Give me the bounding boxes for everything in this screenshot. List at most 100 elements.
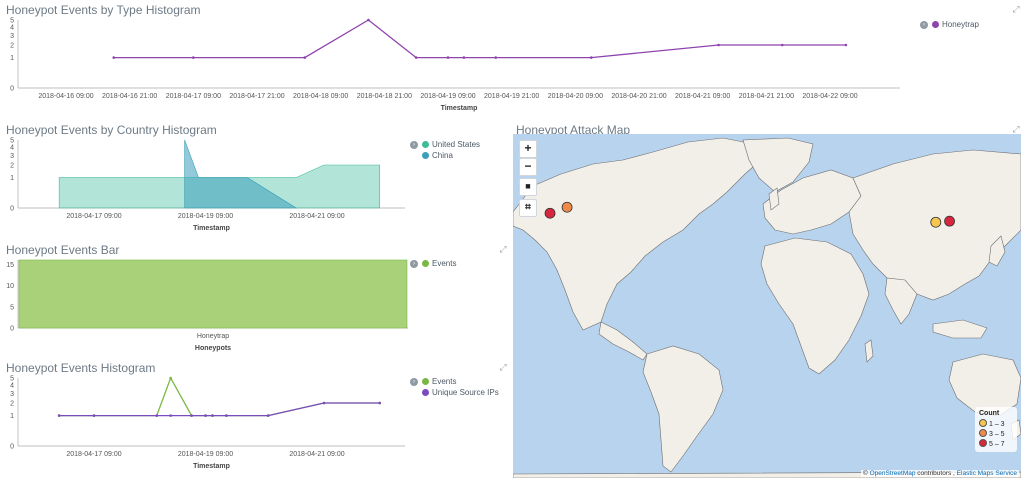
x-axis-title: Timestamp	[193, 225, 230, 232]
japan-shape	[988, 235, 1006, 267]
y-tick-label: 0	[10, 86, 14, 93]
legend-label: Unique Source IPs	[432, 388, 499, 397]
panel-title: Honeypot Events Histogram	[6, 361, 156, 375]
data-point	[155, 414, 159, 417]
map-legend-title: Count	[979, 410, 1000, 417]
y-tick-label: 3	[10, 153, 14, 160]
map-attribution: © OpenStreetMap contributors , Elastic M…	[860, 470, 1019, 477]
africa-shape	[760, 237, 870, 375]
expand-icon[interactable]: ⤢	[499, 244, 507, 254]
data-point	[780, 43, 784, 47]
y-tick-label: 5	[10, 304, 14, 311]
x-tick-label: 2018-04-20 21:00	[611, 93, 666, 100]
y-tick-label: 5	[10, 138, 14, 145]
map-legend-row: 1 – 3	[979, 419, 1013, 428]
y-tick-label: 2	[10, 400, 14, 407]
x-tick-label: 2018-04-16 09:00	[38, 93, 93, 100]
data-point	[844, 43, 848, 47]
legend-item-honeytrap[interactable]: Honeytrap	[932, 20, 979, 29]
fit-bounds-button[interactable]: ⌗	[519, 199, 537, 217]
expand-icon[interactable]: ⤢	[1012, 4, 1020, 14]
legend-swatch	[979, 429, 987, 437]
y-tick-label: 1	[10, 55, 14, 62]
panel-events-bar: Honeypot Events Bar ⤢ 15 10 5 0 Honeytrap Hon…	[0, 240, 510, 358]
legend-item-events[interactable]: Events	[422, 259, 456, 268]
data-point	[112, 56, 116, 59]
expand-icon[interactable]: ⤢	[499, 362, 507, 372]
legend-item-china[interactable]: China	[422, 151, 453, 160]
legend-dot	[422, 260, 429, 267]
x-tick-label: 2018-04-17 09:00	[66, 213, 121, 220]
legend-toggle-icon[interactable]: ›	[920, 21, 928, 29]
data-point	[169, 414, 172, 417]
landmass-group	[513, 137, 1021, 478]
x-tick-label: 2018-04-19 09:00	[420, 93, 475, 100]
legend-label: United States	[432, 140, 481, 149]
zoom-out-button[interactable]: −	[519, 158, 537, 176]
x-tick-label: 2018-04-21 09:00	[289, 451, 344, 458]
expand-icon[interactable]: ⤢	[1012, 124, 1020, 134]
y-tick-label: 4	[10, 25, 14, 32]
data-point	[303, 56, 307, 59]
copyright-symbol: ©	[862, 470, 868, 477]
data-point	[169, 376, 172, 380]
panel-title: Honeypot Events by Type Histogram	[6, 3, 201, 17]
x-tick-label: 2018-04-17 09:00	[166, 93, 221, 100]
legend-toggle-icon[interactable]: ›	[410, 260, 418, 268]
world-map[interactable]: + − ■ ⌗ Count 1 – 3 3 – 5 5 – 7 © OpenSt…	[513, 134, 1021, 478]
panel-title: Honeypot Events by Country Histogram	[6, 123, 217, 137]
series-line-honeytrap	[113, 19, 846, 59]
map-legend-label: 3 – 5	[989, 431, 1005, 438]
osm-link[interactable]: OpenStreetMap	[869, 470, 916, 477]
draw-rectangle-button[interactable]: ■	[519, 178, 537, 196]
data-point	[717, 43, 720, 47]
legend-toggle-icon[interactable]: ›	[410, 141, 418, 149]
indonesia-shape	[932, 319, 988, 339]
attribution-text: contributors ,	[917, 470, 955, 477]
y-tick-label: 4	[10, 383, 14, 390]
data-point	[378, 401, 382, 405]
x-tick-label: Honeytrap	[197, 333, 229, 340]
x-axis-title: Timestamp	[193, 463, 230, 470]
attack-marker	[561, 201, 573, 213]
legend-item-events[interactable]: Events	[422, 377, 456, 386]
area-china	[184, 139, 298, 209]
data-point	[462, 56, 466, 59]
events-histogram-chart: 543 2 1 0 2018-04-17 09:00 2018-04-19 09:00 20…	[10, 376, 405, 470]
legend-label: China	[432, 151, 453, 160]
legend-item-united-states[interactable]: United States	[422, 140, 480, 149]
y-tick-label: 5	[10, 376, 14, 383]
series-line-events	[59, 376, 380, 417]
legend-item-unique-source-ips[interactable]: Unique Source IPs	[422, 388, 499, 397]
greenland-shape	[742, 137, 814, 193]
x-tick-label: 2018-04-18 09:00	[293, 93, 348, 100]
legend-label: Events	[432, 377, 457, 386]
map-legend-label: 5 – 7	[989, 441, 1005, 448]
y-tick-label: 2	[10, 42, 14, 49]
data-point	[190, 414, 193, 417]
map-points-group	[544, 201, 955, 228]
data-point	[446, 56, 450, 59]
legend-dot	[422, 141, 429, 148]
map-canvas[interactable]	[513, 134, 1021, 478]
data-point	[204, 414, 207, 417]
legend-dot	[932, 21, 939, 28]
map-legend-label: 1 – 3	[989, 421, 1005, 428]
type-histogram-chart: 543 2 1 0 2018-04-16 09:00 2018-04-16 21:00 20…	[10, 18, 900, 112]
panel-events-histogram: Honeypot Events Histogram ⤢ 5 4 3 2 1 0 2018-0…	[0, 358, 510, 481]
map-legend-row: 3 – 5	[979, 429, 1013, 438]
data-point	[322, 401, 326, 405]
central-america-shape	[598, 321, 648, 361]
x-tick-label: 2018-04-19 09:00	[178, 213, 233, 220]
zoom-in-button[interactable]: +	[519, 140, 537, 158]
legend-toggle-icon[interactable]: ›	[410, 378, 418, 386]
x-tick-label: 2018-04-17 09:00	[66, 451, 121, 458]
x-axis-title: Timestamp	[441, 105, 478, 112]
legend-dot	[422, 152, 429, 159]
data-point	[57, 414, 61, 417]
ems-link[interactable]: Elastic Maps Service	[956, 470, 1017, 477]
y-tick-label: 4	[10, 145, 14, 152]
x-tick-label: 2018-04-22 09:00	[802, 93, 857, 100]
data-point	[414, 56, 418, 59]
